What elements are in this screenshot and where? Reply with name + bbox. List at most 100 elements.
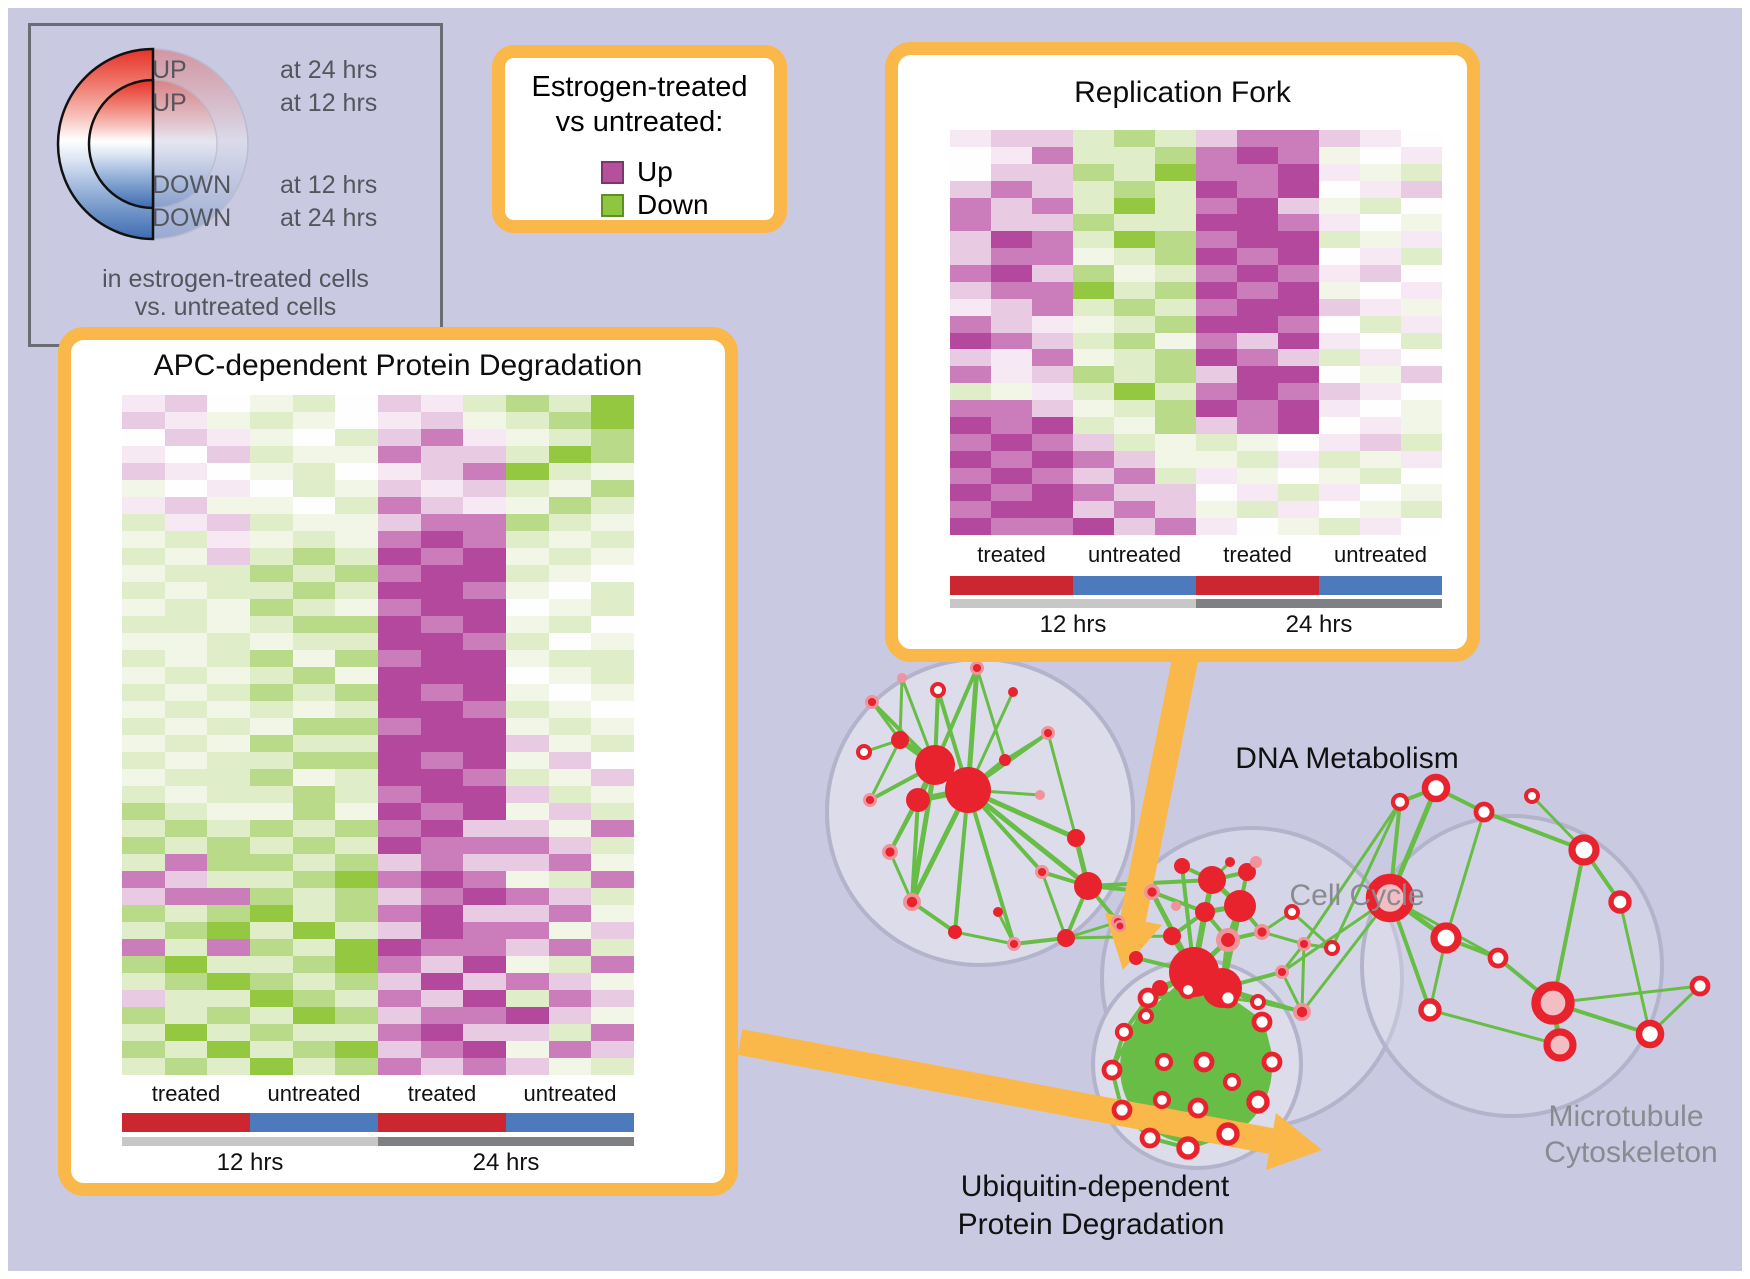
- cluster-circle-microtubule-cytoskeleton: [1360, 814, 1664, 1118]
- gene-node: [1074, 872, 1102, 900]
- gene-node: [1008, 687, 1018, 697]
- gauge-time: at 24 hrs: [280, 56, 378, 84]
- gene-node: [930, 682, 946, 698]
- gene-node: [1035, 790, 1045, 800]
- gene-node: [1524, 788, 1540, 804]
- gene-node: [1111, 1099, 1133, 1121]
- treatment-group-label: untreated: [267, 1081, 361, 1106]
- down-color-swatch: [601, 193, 624, 217]
- gene-node: [1171, 901, 1181, 911]
- gene-node: [1152, 1090, 1172, 1110]
- treatment-group-bar-segment: [506, 1113, 634, 1132]
- gene-node: [897, 673, 907, 683]
- gene-node: [1178, 980, 1198, 1000]
- gene-node: [1176, 1136, 1200, 1160]
- apc-heatmap: [122, 395, 634, 1075]
- estrogen-legend-title-line1: Estrogen-treated: [531, 71, 748, 103]
- treatment-group-label: treated: [407, 1081, 477, 1106]
- gene-node: [1198, 866, 1226, 894]
- gene-node: [1487, 947, 1509, 969]
- estrogen-legend-title-line2: vs untreated:: [555, 106, 724, 138]
- gene-node: [1193, 1051, 1215, 1073]
- time-group-label: 24 hrs: [472, 1149, 540, 1176]
- gene-node: [891, 731, 909, 749]
- cluster-label: Cytoskeleton: [1544, 1136, 1717, 1169]
- gene-node: [1430, 922, 1462, 954]
- apc-treatment-colorbar: [122, 1113, 634, 1132]
- gene-node: [1187, 1097, 1209, 1119]
- cluster-label: Ubiquitin-dependent: [961, 1170, 1230, 1203]
- gene-node: [1154, 1052, 1174, 1072]
- arrow-head-icon: [1266, 1113, 1322, 1170]
- treatment-group-bar-segment: [950, 576, 1073, 595]
- gauge-direction: UP: [152, 89, 187, 117]
- gene-node: [1057, 929, 1075, 947]
- gene-node: [1608, 890, 1632, 914]
- legend-item-up: Up: [601, 156, 673, 188]
- gauge-row: UP at 12 hrs: [31, 89, 440, 117]
- gene-node: [1101, 1059, 1123, 1081]
- gene-node: [1217, 987, 1239, 1009]
- time-bar-segment: [122, 1137, 378, 1146]
- rf-group-labels: treated untreated treated untreated: [950, 542, 1442, 568]
- updown-gauge-icon: [56, 47, 249, 241]
- gene-node: [948, 925, 962, 939]
- gene-node: [1163, 927, 1181, 945]
- gene-node: [1138, 1008, 1154, 1024]
- rf-treatment-colorbar: [950, 576, 1442, 595]
- gene-node: [1284, 904, 1300, 920]
- gene-node: [1067, 829, 1085, 847]
- gene-node: [999, 754, 1011, 766]
- time-group-label: 24 hrs: [1285, 611, 1353, 638]
- gene-node: [1531, 981, 1575, 1025]
- gauge-row: UP at 24 hrs: [31, 56, 440, 84]
- treatment-group-bar-segment: [250, 1113, 378, 1132]
- gene-node: [856, 744, 872, 760]
- treatment-group-bar-segment: [122, 1113, 250, 1132]
- gene-node: [1324, 940, 1340, 956]
- replication-fork-panel: Replication Fork treated untreated treated…: [885, 42, 1480, 662]
- treatment-group-label: untreated: [1334, 542, 1427, 567]
- gene-node: [1238, 863, 1256, 881]
- treatment-group-bar-segment: [1196, 576, 1319, 595]
- gauge-time: at 12 hrs: [280, 89, 378, 117]
- gene-node: [1195, 902, 1215, 922]
- gene-node: [945, 767, 991, 813]
- legend-item-down: Down: [601, 189, 709, 221]
- gene-node: [1216, 1122, 1240, 1146]
- legend-caption-line2: vs. untreated cells: [134, 293, 337, 321]
- apc-group-labels: treated untreated treated untreated: [122, 1081, 634, 1107]
- treatment-group-bar-segment: [378, 1113, 506, 1132]
- apc-time-colorbar: [122, 1137, 634, 1146]
- gene-node: [1251, 1011, 1273, 1033]
- time-group-label: 12 hrs: [1039, 611, 1107, 638]
- gene-node: [915, 745, 955, 785]
- gene-node: [1137, 987, 1159, 1009]
- replication-fork-title: Replication Fork: [1074, 76, 1291, 109]
- replication-fork-heatmap: [950, 130, 1442, 535]
- gene-node: [1261, 1051, 1283, 1073]
- treatment-group-bar-segment: [1073, 576, 1196, 595]
- arrow-line-0: [1120, 652, 1199, 922]
- treatment-group-label: treated: [977, 542, 1046, 567]
- gene-node: [1418, 998, 1442, 1022]
- gene-node: [1224, 890, 1256, 922]
- gene-node: [1114, 1022, 1134, 1042]
- network-nodes: [856, 661, 1711, 1160]
- rf-time-labels: 12 hrs 24 hrs: [950, 611, 1442, 641]
- gene-node: [993, 907, 1003, 917]
- up-color-swatch: [601, 160, 624, 184]
- gene-node: [1225, 857, 1235, 867]
- time-bar-segment: [950, 599, 1196, 608]
- treatment-group-label: untreated: [523, 1081, 617, 1106]
- gene-node: [1568, 834, 1600, 866]
- gauge-direction: DOWN: [152, 171, 232, 199]
- cluster-label: Microtubule: [1548, 1100, 1703, 1133]
- gauge-time: at 24 hrs: [280, 204, 378, 232]
- gene-node: [1250, 856, 1262, 868]
- cluster-labels: DNA Metabolism Cell Cycle MicrotubuleCytos…: [958, 742, 1718, 1241]
- time-bar-segment: [1196, 599, 1442, 608]
- gene-node: [906, 788, 930, 812]
- treatment-group-label: treated: [1223, 542, 1292, 567]
- time-group-label: 12 hrs: [216, 1149, 284, 1176]
